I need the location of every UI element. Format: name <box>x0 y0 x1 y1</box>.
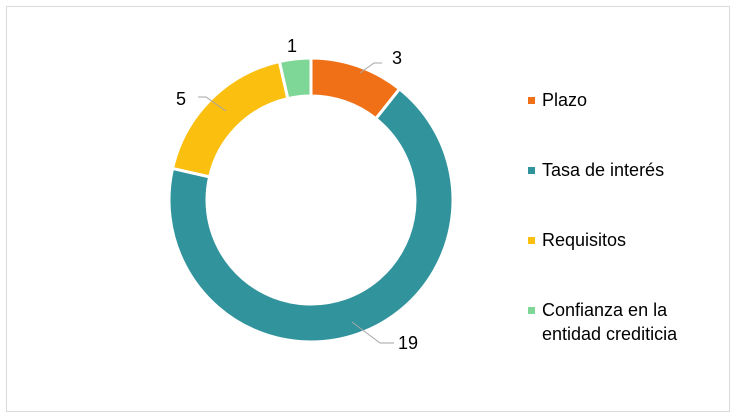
leader-line-tasa-de-interes <box>351 321 394 344</box>
data-label-plazo: 3 <box>392 48 402 68</box>
leader-line-requisitos <box>198 96 227 112</box>
data-label-requisitos: 5 <box>176 89 186 109</box>
leader-lines <box>198 62 394 344</box>
legend-label-requisitos: Requisitos <box>542 230 627 250</box>
donut-slices <box>167 56 455 344</box>
legend-swatch-requisitos <box>528 237 535 244</box>
legend-item-tasa: Tasa de interés <box>528 158 728 182</box>
legend-item-confianza: Confianza en la entidad crediticia <box>528 298 728 346</box>
legend-label-confianza-line1: Confianza en la <box>542 300 668 320</box>
legend-swatch-confianza <box>528 307 535 314</box>
legend-label-tasa: Tasa de interés <box>542 160 665 180</box>
leader-line-plazo <box>359 62 382 74</box>
legend-item-plazo: Plazo <box>528 88 728 112</box>
legend-label-confianza-line2: entidad crediticia <box>542 324 678 344</box>
data-label-tasa-de-interes: 19 <box>398 333 418 353</box>
slice-requisitos <box>170 59 290 179</box>
slice-tasa-de-interes <box>167 86 455 344</box>
legend: Plazo Tasa de interés Requisitos Confian… <box>528 88 728 346</box>
legend-swatch-tasa <box>528 167 535 174</box>
legend-item-requisitos: Requisitos <box>528 228 728 252</box>
legend-swatch-plazo <box>528 97 535 104</box>
data-label-confianza-en-la-entidad-crediticia: 1 <box>287 36 297 56</box>
legend-label-plazo: Plazo <box>542 90 588 110</box>
data-labels: 3 19 5 1 <box>176 36 418 353</box>
slice-confianza-en-la-entidad-crediticia <box>277 56 313 101</box>
